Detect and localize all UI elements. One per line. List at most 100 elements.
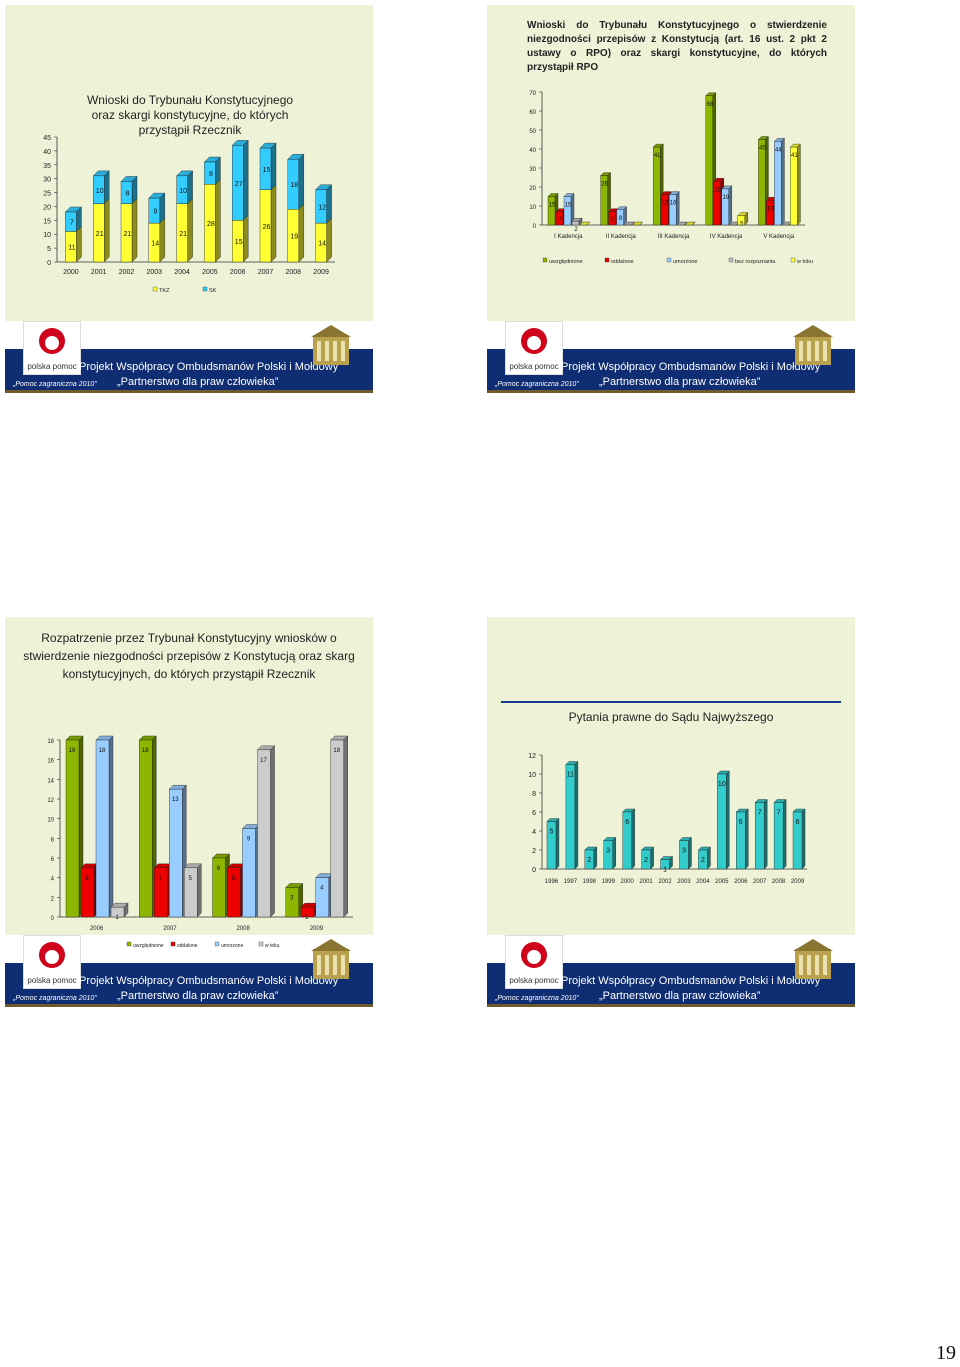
- x-tick-label: 1996: [545, 879, 559, 885]
- data-label: 19: [290, 234, 298, 241]
- grouped-bar-chart-tk: 0246810121416181851812006185135200765917…: [47, 735, 353, 932]
- y-tick-label: 8: [532, 791, 536, 798]
- building-icon: [311, 325, 351, 365]
- bar-sk-2005: [203, 156, 221, 185]
- x-tick-label: 2008: [286, 269, 302, 276]
- data-label: 13: [767, 206, 774, 212]
- polska-pomoc-logo: polska pomoc: [23, 935, 81, 989]
- y-tick-label: 70: [529, 91, 536, 97]
- legend-label: bez rozpoznania: [735, 259, 776, 265]
- data-label: 2: [587, 857, 591, 864]
- slide-tk-wnioski-stacked: Wnioski do Trybunału Konstytucyjnego ora…: [5, 5, 373, 393]
- bar-2009: [792, 808, 806, 870]
- bar-4-0: [579, 221, 591, 226]
- slide-footer: polska pomoc Projekt Współpracy Ombudsma…: [487, 935, 855, 1007]
- bar-2-2009: [315, 873, 334, 918]
- data-label: 26: [263, 224, 271, 231]
- bar-2005: [716, 770, 730, 870]
- bar-chart-sn: 0246810125199611199721998319996200022001…: [528, 753, 807, 885]
- bar-sk-2007: [259, 142, 277, 191]
- y-tick-label: 12: [47, 798, 54, 804]
- legend-label: w toku: [265, 943, 280, 949]
- bar-4-1: [632, 221, 644, 226]
- data-label: 18: [142, 748, 149, 754]
- x-tick-label: 2005: [202, 269, 218, 276]
- data-label: 9: [153, 209, 157, 216]
- y-tick-label: 30: [529, 167, 536, 173]
- bar-2-2007: [168, 784, 187, 918]
- y-tick-label: 40: [529, 148, 536, 154]
- bar-sk-2002: [120, 175, 138, 205]
- data-label: 13: [172, 797, 179, 803]
- x-tick-label: V Kadencja: [763, 234, 794, 240]
- polska-pomoc-logo: polska pomoc: [505, 321, 563, 375]
- legend-swatch: [728, 257, 734, 263]
- data-label: 41: [654, 153, 661, 159]
- x-tick-label: II Kadencja: [606, 234, 637, 240]
- data-label: 21: [96, 231, 104, 238]
- bar-1-2006: [80, 863, 99, 918]
- x-tick-label: 2006: [230, 269, 246, 276]
- y-tick-label: 60: [529, 110, 536, 116]
- legend-swatch: [790, 257, 796, 263]
- y-tick-label: 35: [43, 163, 51, 170]
- y-tick-label: 10: [529, 205, 536, 211]
- y-tick-label: 10: [43, 232, 51, 239]
- data-label: 11: [68, 245, 75, 252]
- legend-label: oddalone: [177, 943, 198, 949]
- legend-label: umorzone: [221, 943, 243, 949]
- partnership-motto: „Partnerstwo dla praw człowieka”: [117, 990, 279, 1002]
- x-tick-label: 2009: [310, 926, 324, 932]
- data-label: 27: [235, 181, 243, 188]
- x-tick-label: IV Kadencja: [710, 234, 743, 240]
- x-tick-label: 2006: [90, 926, 104, 932]
- bar-1996: [546, 818, 560, 870]
- slide-footer: polska pomoc Projekt Współpracy Ombudsma…: [487, 321, 855, 393]
- y-tick-label: 10: [47, 818, 54, 824]
- bar-4-4: [789, 143, 801, 226]
- y-tick-label: 0: [47, 260, 51, 267]
- bar-0-2007: [138, 735, 157, 918]
- bar-3-2009: [330, 735, 349, 918]
- bar-2002: [660, 856, 674, 870]
- x-tick-label: 2007: [753, 879, 767, 885]
- legend-label: SK: [209, 288, 217, 294]
- aid-program: „Pomoc zagraniczna 2010”: [13, 381, 97, 388]
- x-tick-label: 2004: [696, 879, 710, 885]
- data-label: 14: [151, 241, 159, 248]
- data-label: 41: [791, 153, 798, 159]
- y-tick-label: 0: [533, 224, 537, 230]
- x-tick-label: 2008: [772, 879, 786, 885]
- bar-sk-2004: [176, 170, 194, 205]
- y-tick-label: 2: [51, 896, 55, 902]
- project-name: Projekt Współpracy Ombudsmanów Polski i …: [79, 361, 339, 373]
- data-label: 1: [663, 867, 667, 874]
- data-label: 18: [69, 748, 76, 754]
- data-label: 3: [290, 896, 294, 902]
- data-label: 16: [670, 201, 677, 207]
- bar-2-2008: [242, 824, 260, 918]
- data-label: 4: [320, 886, 324, 892]
- stacked-bar-chart: 0 5 10 15 20 25 30 35 40 45 11 7 2000 21 10 2001 21 8 2002…: [43, 135, 335, 294]
- x-tick-label: 1998: [583, 879, 597, 885]
- y-tick-label: 40: [43, 149, 51, 156]
- legend-label: TKZ: [159, 288, 170, 294]
- chart-legend: uwzględnione oddalone umorzone w toku: [126, 941, 280, 949]
- y-tick-label: 6: [51, 857, 55, 863]
- data-label: 5: [232, 876, 236, 882]
- data-label: 6: [796, 819, 800, 826]
- y-tick-label: 4: [51, 877, 55, 883]
- data-label: 5: [189, 876, 193, 882]
- y-tick-label: 14: [47, 778, 54, 784]
- x-tick-label: 2007: [258, 269, 274, 276]
- bar-2008: [773, 799, 787, 870]
- bar-1998: [584, 846, 598, 870]
- project-name: Projekt Współpracy Ombudsmanów Polski i …: [561, 975, 821, 987]
- y-tick-label: 4: [532, 829, 536, 836]
- x-tick-label: 2002: [119, 269, 135, 276]
- bar-2000: [622, 808, 636, 870]
- legend-swatch: [152, 286, 158, 292]
- bar-2-4: [773, 137, 785, 226]
- data-label: 23: [714, 187, 721, 193]
- bar-1997: [565, 761, 579, 870]
